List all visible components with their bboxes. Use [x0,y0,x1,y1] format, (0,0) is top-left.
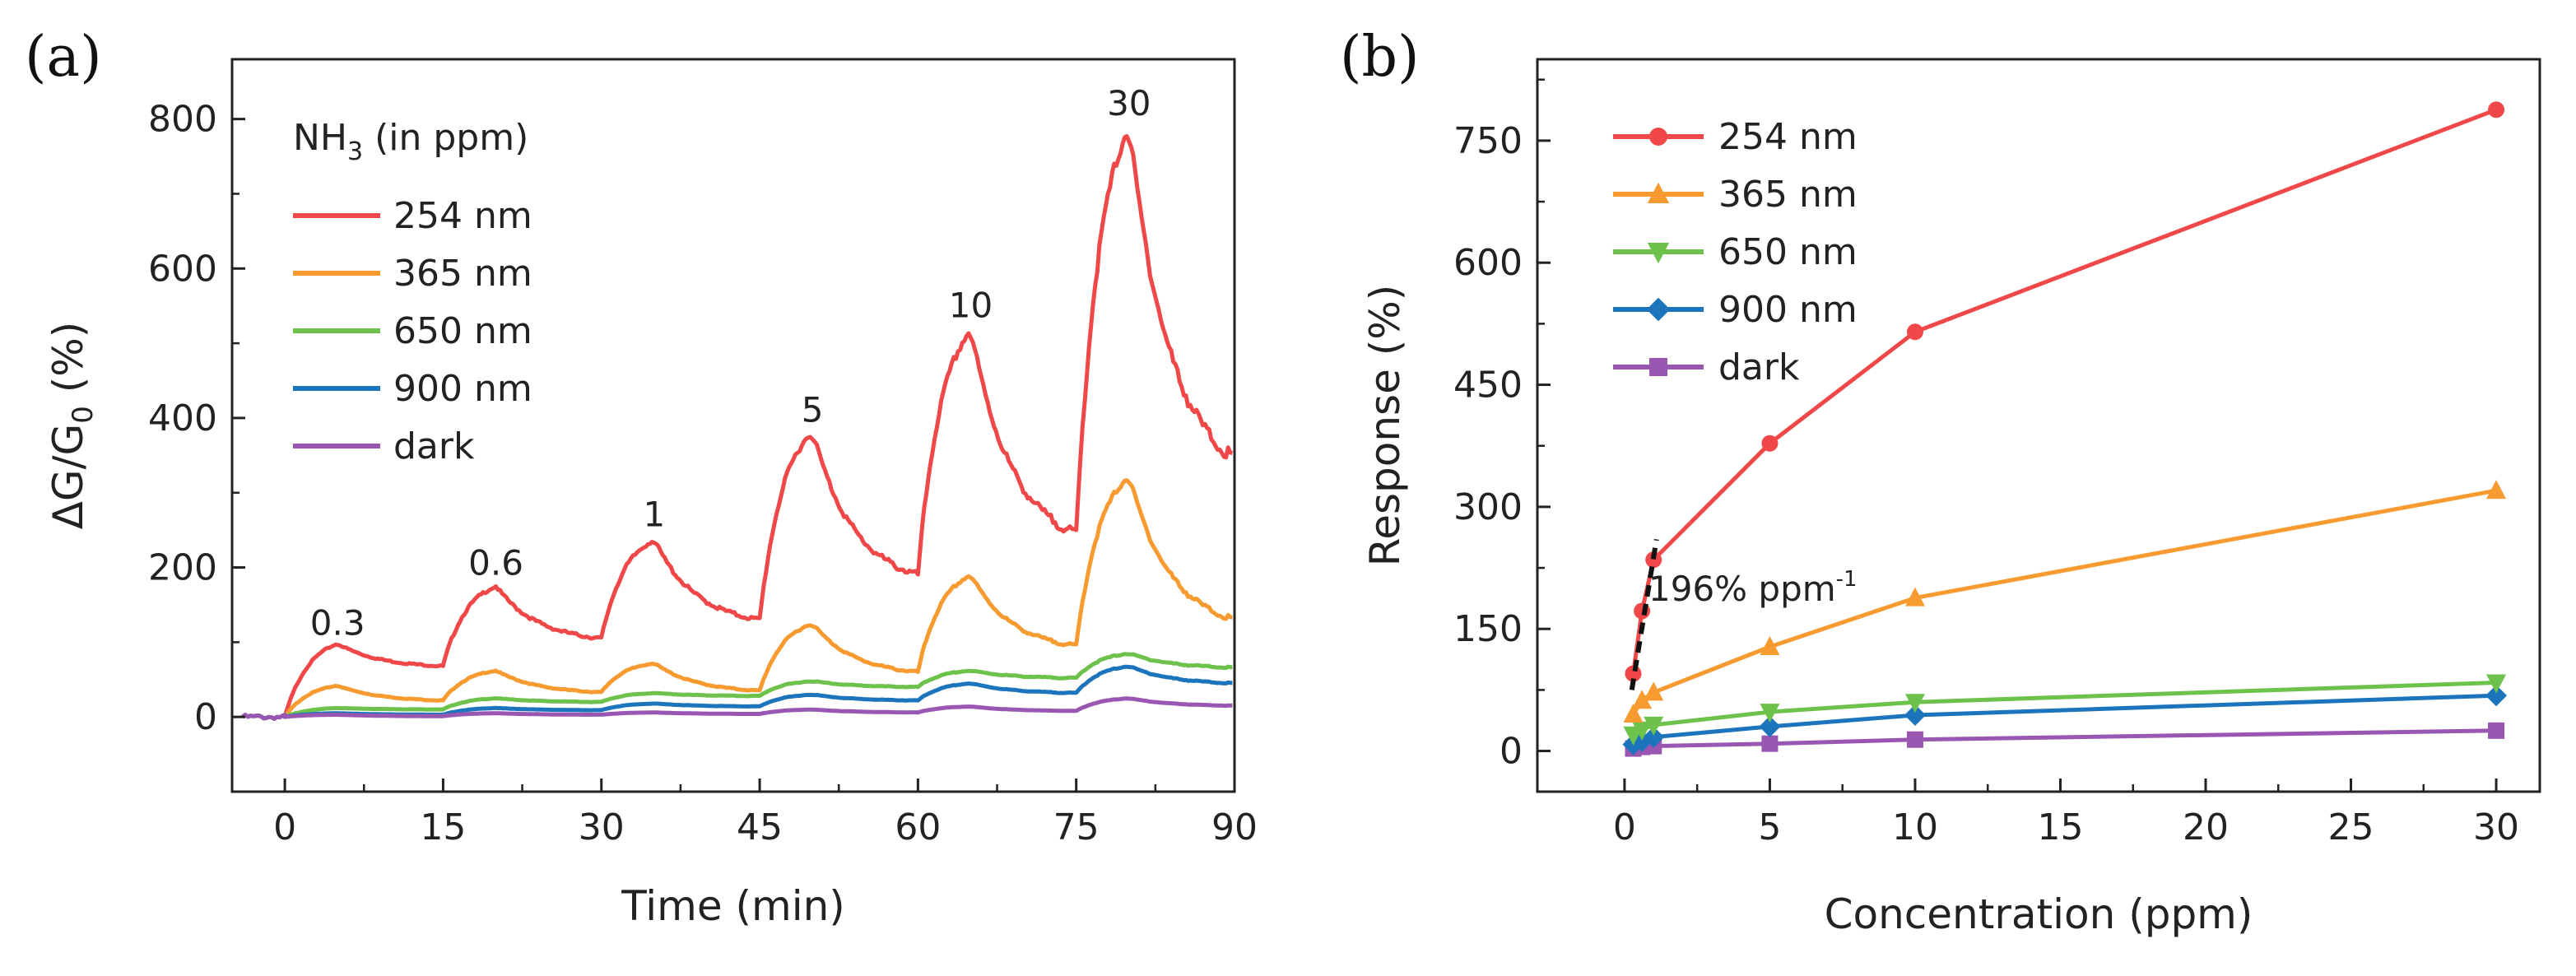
panel-b-legend-entry-365-nm: 365 nm [1718,174,1858,216]
panel-a-legend-title: NH3 (in ppm) [293,117,528,166]
panel-b-data-point-365-nm [1644,681,1664,701]
panel-b-series-line-254-nm [1631,107,2497,674]
panel-b-data-point-365-nm [1904,587,1925,607]
panel-a-label: (a) [25,25,102,90]
panel-b-data-point-dark [1761,735,1779,752]
panel-a-x-tick-label: 90 [1211,806,1258,848]
panel-b-data-point-dark [2488,722,2505,739]
panel-a-y-tick-label: 200 [148,547,217,589]
panel-b-series-group [1622,101,2508,757]
panel-b-legend-marker-254-nm [1649,128,1667,146]
panel-a-series-line-650-nm [241,652,1233,721]
panel-a-x-tick-label: 30 [579,806,625,848]
panel-a-concentration-label: 30 [1107,83,1151,123]
panel-b-data-point-365-nm [1760,635,1780,655]
panel-a-y-tick-label: 600 [148,248,217,290]
panel-b-data-point-900-nm [1643,726,1665,748]
panel-a-series-line-dark [241,696,1233,721]
panel-a-x-tick-label: 0 [273,806,296,848]
panel-b-legend: 254 nm 365 nm 650 nm 900 nm dark [1613,116,1858,388]
panel-b-data-point-254-nm [1761,435,1779,452]
panel-b-data-point-650-nm [1760,704,1780,723]
panel-b-legend-entry-650-nm: 650 nm [1718,231,1858,273]
panel-b-y-tick-label: 450 [1453,365,1523,407]
panel-b-legend-marker-365-nm [1647,182,1670,203]
panel-b-x-tick-label: 20 [2183,806,2229,848]
panel-b-data-point-650-nm [1644,716,1664,736]
panel-a-concentration-label: 0.6 [468,543,523,583]
panel-b-data-point-650-nm [2486,674,2507,694]
panel-b-data-point-900-nm [1904,704,1926,727]
panel-a-x-tick-label: 15 [420,806,466,848]
panel-b-chart: (b) 0 5 10 15 20 25 30 0 150 300 450 600 750 Concen… [1340,25,2541,938]
panel-b-y-axis-label: Response (%) [1361,285,1409,567]
panel-b-data-point-365-nm [1632,690,1653,709]
panel-b-data-point-365-nm [2486,480,2507,500]
panel-a-y-tick-label: 800 [148,99,217,141]
panel-b-fit-line [1629,538,1659,690]
panel-b-data-point-dark [1906,731,1923,748]
panel-a-x-tick-label: 75 [1053,806,1100,848]
panel-a-legend-entry-dark: dark [393,425,475,467]
panel-b-data-point-650-nm [1904,694,1925,713]
panel-b-y-tick-label: 750 [1453,120,1523,162]
panel-a-legend-entry-254-nm: 254 nm [393,195,532,237]
panel-a-legend-entry-650-nm: 650 nm [393,310,532,352]
panel-b-legend-marker-900-nm [1646,297,1671,322]
panel-a-concentration-label: 1 [643,495,665,535]
panel-b-legend-entry-900-nm: 900 nm [1718,289,1858,331]
panel-b-data-point-365-nm [1623,704,1644,723]
panel-b-x-axis-label: Concentration (ppm) [1825,890,2253,938]
panel-a-x-axis-label: Time (min) [621,882,845,930]
panel-b-x-tick-label: 5 [1758,806,1781,848]
panel-a-concentration-label: 0.3 [310,602,365,643]
panel-b-data-point-900-nm [2485,685,2508,707]
panel-a-x-tick-label: 45 [737,806,783,848]
panel-b-x-tick-label: 30 [2473,806,2519,848]
panel-b-data-point-254-nm [1645,551,1662,569]
panel-b-legend-marker-650-nm [1647,243,1670,264]
panel-b-label: (b) [1340,25,1420,90]
panel-b-y-tick-label: 600 [1453,242,1523,284]
panel-b-data-point-254-nm [2488,101,2505,119]
panel-b-x-tick-label: 0 [1613,806,1636,848]
panel-a-concentration-label: 5 [802,389,824,430]
panel-b-x-tick-label: 15 [2037,806,2083,848]
panel-b-data-point-650-nm [1632,721,1653,741]
panel-a-frame [230,58,1236,793]
panel-b-data-point-254-nm [1906,323,1923,341]
panel-a-series-line-365-nm [241,478,1233,721]
panel-b-frame [1536,58,2541,793]
panel-a-concentration-label: 10 [949,285,993,325]
panel-b-x-tick-label: 10 [1892,806,1938,848]
panel-a-legend-entry-900-nm: 900 nm [393,368,532,410]
panel-b-y-tick-label: 300 [1453,486,1523,528]
panel-a-series-line-254-nm [241,134,1233,721]
panel-b-fit-label: 196% ppm-1 [1648,567,1858,609]
panel-a-legend-entry-365-nm: 365 nm [393,253,532,295]
panel-b-data-point-900-nm [1759,715,1781,737]
panel-a-y-axis-label: ΔG/G0 (%) [44,322,100,530]
panel-b-y-tick-label: 0 [1500,731,1523,773]
panel-a-series-group [241,134,1233,721]
panel-b-legend-marker-dark [1649,358,1667,376]
panel-b-x-tick-label: 25 [2328,806,2374,848]
panel-b-legend-entry-dark: dark [1718,346,1800,388]
panel-b-y-tick-label: 150 [1453,608,1523,650]
panel-a-legend: NH3 (in ppm) 254 nm 365 nm 650 nm 900 nm dar… [293,117,532,467]
panel-a-x-tick-label: 60 [895,806,941,848]
panel-a-y-tick-label: 0 [194,696,217,738]
panel-b-legend-entry-254-nm: 254 nm [1718,116,1858,158]
panel-a-y-tick-label: 400 [148,397,217,439]
